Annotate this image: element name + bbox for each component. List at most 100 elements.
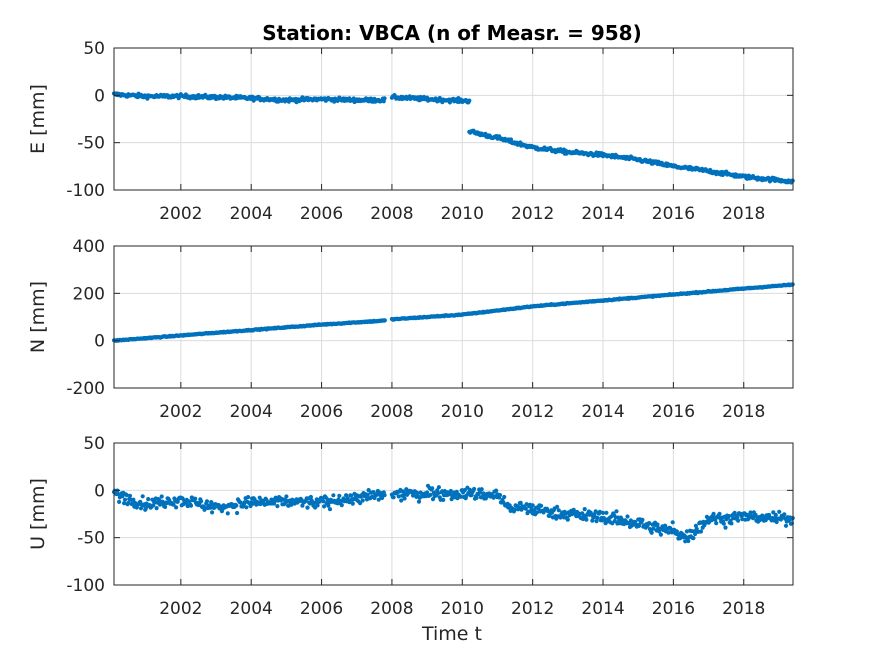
series-east	[111, 91, 795, 185]
data-point	[655, 522, 660, 527]
x-tick-label: 2006	[300, 599, 343, 619]
data-point	[127, 493, 133, 498]
data-point	[382, 493, 387, 498]
data-point	[595, 515, 600, 521]
data-point	[556, 508, 561, 513]
data-point	[131, 497, 136, 502]
data-point	[711, 511, 716, 516]
data-point	[225, 511, 230, 516]
data-point	[771, 510, 776, 515]
y-tick-label: 200	[73, 284, 105, 304]
data-point	[436, 485, 441, 490]
data-point	[366, 488, 371, 493]
data-point	[204, 499, 210, 504]
y-axis-label-east: E [mm]	[27, 84, 49, 154]
axes-layer: 2002 2004 2006 2008 2010 2012 2014 2016 2018 50 0 -…	[27, 39, 795, 619]
data-point	[518, 500, 523, 505]
data-point	[129, 501, 134, 507]
y-tick-label: 400	[73, 237, 105, 257]
data-point	[208, 505, 213, 510]
data-point	[358, 501, 363, 506]
data-point	[365, 492, 370, 497]
data-point	[138, 506, 144, 511]
data-point	[120, 494, 125, 499]
data-point	[350, 501, 355, 506]
data-point	[472, 486, 477, 492]
data-point	[308, 494, 313, 500]
data-point	[604, 510, 609, 515]
x-tick-label: 2016	[652, 204, 695, 224]
data-point	[402, 496, 407, 501]
y-tick-label: -100	[66, 576, 105, 596]
data-point	[399, 498, 404, 503]
data-point	[326, 503, 331, 508]
data-point	[415, 490, 420, 496]
y-axis-label-up: U [mm]	[27, 478, 49, 550]
data-point	[736, 518, 741, 523]
x-tick-label: 2018	[722, 204, 765, 224]
data-point	[380, 495, 385, 501]
data-point	[448, 488, 453, 494]
data-point	[322, 504, 327, 509]
data-point	[271, 501, 277, 506]
y-tick-label: 0	[94, 86, 105, 106]
data-point	[783, 523, 789, 528]
data-point	[235, 510, 240, 516]
data-point	[159, 494, 164, 499]
data-point	[210, 510, 215, 515]
data-point	[483, 496, 488, 501]
data-point	[714, 521, 719, 526]
data-point	[658, 532, 664, 537]
data-point	[666, 530, 671, 535]
y-axis-label-north: N [mm]	[27, 281, 49, 353]
y-tick-label: 50	[83, 434, 105, 454]
data-point	[124, 493, 129, 498]
series-north	[111, 282, 795, 343]
data-point	[146, 497, 151, 502]
data-point	[344, 493, 349, 498]
data-point	[651, 526, 656, 531]
data-point	[289, 502, 294, 507]
data-point	[441, 497, 446, 502]
data-point	[349, 493, 354, 498]
data-point	[188, 503, 194, 508]
data-point	[614, 509, 619, 514]
y-tick-label: 0	[94, 332, 105, 352]
data-point	[732, 510, 737, 515]
data-point	[284, 494, 289, 499]
x-tick-label: 2002	[159, 402, 202, 422]
data-point	[683, 539, 688, 544]
data-point	[625, 514, 630, 519]
x-tick-label: 2010	[441, 402, 484, 422]
x-tick-label: 2014	[581, 599, 624, 619]
data-point	[396, 494, 401, 499]
x-tick-label: 2002	[159, 599, 202, 619]
data-point	[565, 517, 570, 522]
data-point	[748, 510, 753, 515]
x-tick-label: 2004	[230, 402, 273, 422]
data-point	[612, 518, 617, 524]
x-tick-label: 2004	[230, 599, 273, 619]
data-point	[238, 500, 243, 505]
x-tick-label: 2012	[511, 599, 554, 619]
data-point	[300, 503, 305, 508]
data-point	[584, 517, 589, 522]
data-point	[512, 507, 517, 512]
data-point	[502, 494, 507, 500]
x-tick-label: 2012	[511, 402, 554, 422]
axes-frame	[113, 442, 794, 586]
data-point	[428, 492, 433, 497]
data-point	[530, 503, 535, 508]
data-point	[382, 96, 387, 101]
data-point	[633, 520, 638, 525]
figure-title: Station: VBCA (n of Measr. = 958)	[262, 21, 641, 45]
data-point	[539, 503, 544, 508]
data-point	[647, 521, 652, 526]
data-point	[382, 318, 387, 323]
data-point	[723, 525, 728, 530]
data-point	[154, 506, 159, 511]
data-point	[246, 495, 251, 500]
data-point	[391, 495, 396, 500]
data-point	[163, 504, 168, 509]
